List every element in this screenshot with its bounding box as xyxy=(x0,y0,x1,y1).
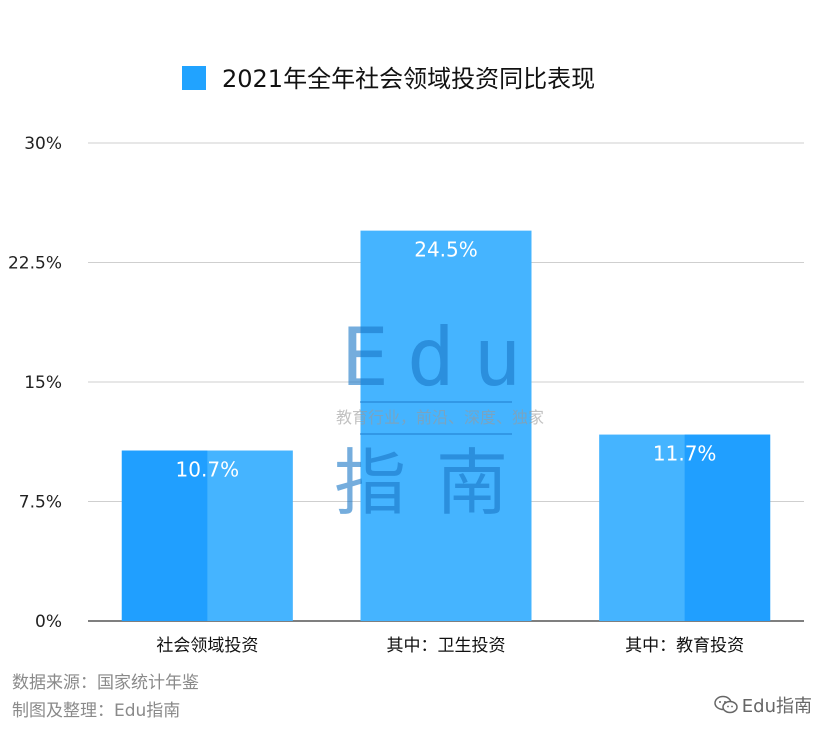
bar xyxy=(360,230,532,621)
bar-group: 10.7% 社会领域投资 xyxy=(121,450,293,656)
watermark-cn: 指南 xyxy=(334,441,538,525)
watermark-tagline: 教育行业，前沿、深度、独家 xyxy=(336,408,544,427)
bar-shade xyxy=(684,434,771,621)
bar-shade xyxy=(121,450,208,621)
y-tick-label: 15% xyxy=(24,373,62,393)
data-label: 10.7% xyxy=(176,458,240,482)
source-note: 数据来源：国家统计年鉴 xyxy=(12,673,199,693)
chart-title: 2021年全年社会领域投资同比表现 xyxy=(222,65,595,93)
y-tick-label: 7.5% xyxy=(19,493,62,513)
x-tick-label: 其中：教育投资 xyxy=(625,636,744,656)
bar-group: 24.5% 其中：卫生投资 xyxy=(360,230,532,656)
x-tick-label: 社会领域投资 xyxy=(156,636,258,656)
center-watermark: Edu 教育行业，前沿、深度、独家 指南 xyxy=(334,311,544,525)
y-tick-label: 0% xyxy=(35,612,62,632)
data-label: 11.7% xyxy=(653,442,717,466)
wechat-icon xyxy=(714,695,738,714)
bar-group: 11.7% 其中：教育投资 xyxy=(599,434,771,656)
y-tick-label: 30% xyxy=(24,134,62,154)
x-tick-label: 其中：卫生投资 xyxy=(387,636,506,656)
brand-text: Edu指南 xyxy=(741,696,812,717)
watermark-edu: Edu xyxy=(341,311,540,404)
data-label: 24.5% xyxy=(414,238,478,262)
y-tick-label: 22.5% xyxy=(8,254,62,274)
brand-watermark: Edu指南 xyxy=(714,692,812,718)
credit-note: 制图及整理：Edu指南 xyxy=(12,701,181,721)
legend-swatch xyxy=(182,66,206,90)
